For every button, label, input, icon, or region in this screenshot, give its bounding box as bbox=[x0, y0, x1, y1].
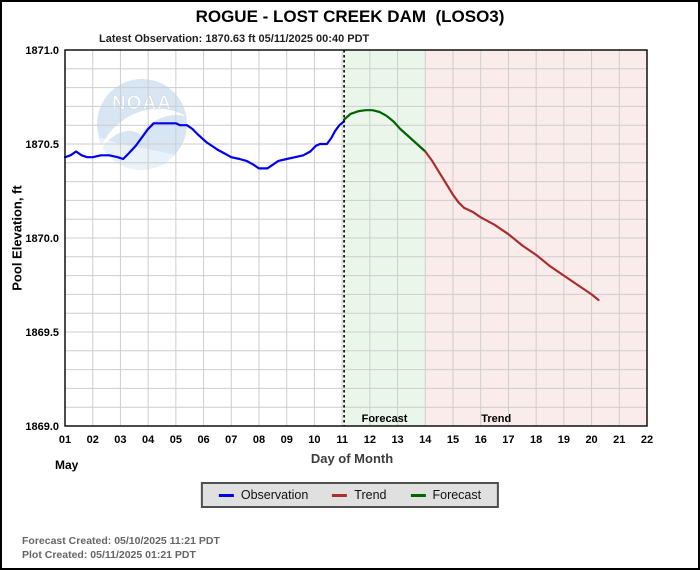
y-tick-label: 1869.5 bbox=[25, 327, 59, 339]
region-label-forecast: Forecast bbox=[362, 413, 408, 425]
legend-item-trend: Trend bbox=[332, 488, 386, 502]
x-tick-label: 11 bbox=[336, 434, 348, 446]
legend-item-observation: Observation bbox=[218, 488, 309, 502]
x-tick-label: 20 bbox=[585, 434, 597, 446]
y-tick-label: 1869.0 bbox=[25, 421, 59, 433]
x-tick-label: 01 bbox=[59, 434, 71, 446]
x-tick-label: 14 bbox=[419, 434, 432, 446]
x-tick-label: 19 bbox=[558, 434, 570, 446]
x-tick-label: 09 bbox=[281, 434, 293, 446]
plot-metadata: Forecast Created: 05/10/2025 11:21 PDT P… bbox=[22, 534, 220, 562]
legend: Observation Trend Forecast bbox=[200, 482, 500, 508]
y-axis-title: Pool Elevation, ft bbox=[9, 185, 25, 291]
series-trend-line bbox=[424, 150, 600, 302]
series-forecast-line bbox=[343, 109, 427, 153]
forecast-line-swatch bbox=[410, 493, 426, 497]
x-tick-label: 02 bbox=[87, 434, 99, 446]
trend-line-swatch bbox=[332, 493, 348, 497]
legend-item-forecast: Forecast bbox=[410, 488, 481, 502]
x-tick-label: 15 bbox=[447, 434, 459, 446]
observation-line-swatch bbox=[218, 493, 234, 497]
pool-elevation-chart: NOAA Forecast Trend 01 02 03 04 05 06 07 08 09 10 11 1… bbox=[25, 45, 653, 446]
y-tick-label: 1871.0 bbox=[25, 45, 59, 57]
x-tick-label: 18 bbox=[530, 434, 542, 446]
x-tick-label: 07 bbox=[225, 434, 237, 446]
x-tick-label: 13 bbox=[391, 434, 403, 446]
plot-created-text: Plot Created: 05/11/2025 01:21 PDT bbox=[22, 549, 196, 561]
chart-title: ROGUE - LOST CREEK DAM (LOSO3) bbox=[195, 7, 505, 26]
y-tick-label: 1870.5 bbox=[25, 139, 59, 151]
region-label-trend: Trend bbox=[481, 413, 511, 425]
x-tick-label: 12 bbox=[364, 434, 376, 446]
x-tick-label: 06 bbox=[197, 434, 209, 446]
legend-label-forecast: Forecast bbox=[432, 488, 482, 502]
y-tick-label: 1870.0 bbox=[25, 233, 59, 245]
x-tick-label: 22 bbox=[641, 434, 653, 446]
month-label: May bbox=[55, 458, 79, 472]
noaa-watermark-text: NOAA bbox=[112, 93, 172, 114]
x-tick-label: 04 bbox=[142, 434, 155, 446]
x-tick-label: 03 bbox=[114, 434, 126, 446]
series-observation-line bbox=[63, 120, 346, 170]
x-tick-label: 05 bbox=[170, 434, 182, 446]
legend-label-observation: Observation bbox=[240, 488, 309, 502]
forecast-created-text: Forecast Created: 05/10/2025 11:21 PDT bbox=[22, 535, 220, 547]
x-tick-label: 17 bbox=[502, 434, 514, 446]
x-tick-label: 08 bbox=[253, 434, 265, 446]
legend-label-trend: Trend bbox=[354, 488, 387, 502]
x-tick-label: 21 bbox=[613, 434, 625, 446]
plot-border bbox=[64, 49, 648, 427]
x-tick-label: 10 bbox=[308, 434, 320, 446]
noaa-logo-watermark: NOAA bbox=[97, 79, 187, 171]
latest-observation-text: Latest Observation: 1870.63 ft 05/11/202… bbox=[99, 33, 370, 45]
x-tick-label: 16 bbox=[475, 434, 487, 446]
x-axis-title: Day of Month bbox=[310, 451, 394, 466]
